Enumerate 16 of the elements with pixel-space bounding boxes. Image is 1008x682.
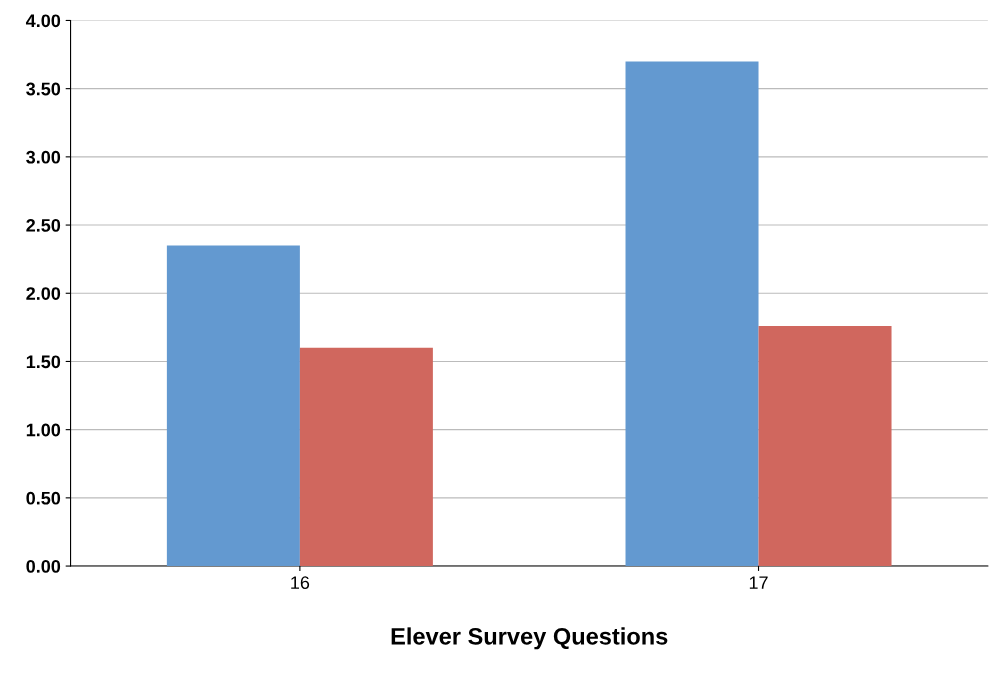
bar: [625, 61, 759, 567]
x-tick-label: 17: [749, 576, 768, 589]
y-tick-label: 2.50: [26, 218, 61, 232]
y-tick-label: 1.50: [26, 355, 61, 369]
x-axis-title: Elever Survey Questions: [391, 627, 668, 650]
bar: [299, 347, 433, 567]
y-tick-label: 0.50: [26, 491, 61, 505]
bar: [166, 245, 300, 567]
x-tick-label: 16: [291, 576, 310, 590]
y-tick-label: 1.00: [26, 423, 61, 437]
y-tick-label: 3.00: [26, 150, 61, 164]
y-tick-label: 0.00: [26, 559, 61, 573]
y-tick-label: 3.50: [26, 82, 61, 96]
y-tick-label: 2.00: [26, 287, 61, 300]
y-tick-label: 4.00: [25, 14, 61, 28]
bar: [758, 326, 892, 567]
